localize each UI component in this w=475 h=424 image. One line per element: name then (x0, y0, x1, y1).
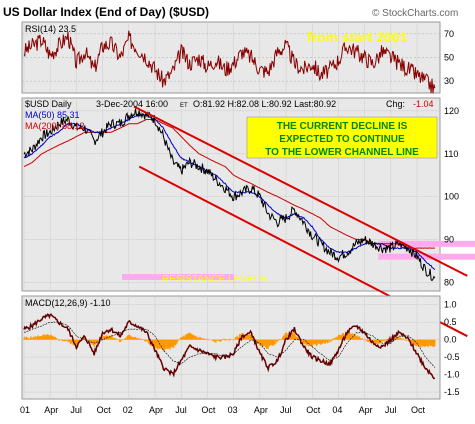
x-tick-label: Jul (70, 405, 82, 415)
x-tick-label: Oct (306, 405, 321, 415)
x-tick-label: 02 (123, 405, 133, 415)
rsi-annotation: from start 2001 (307, 29, 408, 45)
price-tick-label: 120 (444, 106, 459, 116)
channel-upper-line (133, 105, 468, 277)
rsi-tick-label: 30 (444, 76, 454, 86)
rsi-label: RSI(14) 23.5 (25, 24, 76, 34)
x-tick-label: Jul (280, 405, 292, 415)
x-tick-label: Oct (97, 405, 112, 415)
x-tick-label: Apr (44, 405, 58, 415)
price-tick-label: 100 (444, 192, 459, 202)
ma50-label: MA(50) 85.31 (25, 110, 80, 120)
rsi-gridlines (22, 22, 440, 93)
price-tick-label: 80 (444, 277, 454, 287)
note-line-3: TO THE LOWER CHANNEL LINE (265, 147, 419, 158)
price-label: $USD Daily (25, 99, 72, 109)
rsi-tick-label: 50 (444, 53, 454, 63)
price-ohlc: O:81.92 H:82.08 L:80.92 Last:80.92 (193, 99, 336, 109)
x-tick-label: Oct (201, 405, 216, 415)
rsi-tick-label: 70 (444, 29, 454, 39)
resistance-band (378, 253, 475, 260)
price-chg-label: Chg: (386, 99, 405, 109)
resistance-label: RESISTANCE LEVELS (162, 274, 266, 285)
macd-line (23, 313, 436, 380)
rsi-axis: 70 50 30 (444, 29, 454, 86)
x-tick-label: 04 (332, 405, 342, 415)
note-line-2: EXPECTED TO CONTINUE (279, 134, 405, 145)
macd-panel (21, 295, 441, 400)
copyright-text: © StockCharts.com (372, 8, 458, 19)
x-tick-label: Apr (254, 405, 268, 415)
macd-tick-label: 0.0 (444, 335, 457, 345)
x-tick-label: 01 (20, 405, 30, 415)
note-line-1: THE CURRENT DECLINE IS (277, 121, 408, 132)
price-gridlines (22, 98, 440, 291)
x-tick-label: Oct (411, 405, 426, 415)
price-line (23, 108, 436, 282)
macd-tick-label: 1.0 (444, 300, 457, 310)
macd-axis: 1.0 0.5 0.0 -0.5 -1.0 -1.5 (444, 300, 460, 397)
price-tick-label: 110 (444, 149, 458, 159)
x-tick-label: Jul (175, 405, 187, 415)
ma200-label: MA(200) 88.12 (25, 121, 85, 131)
macd-label: MACD(12,26,9) -1.10 (25, 298, 111, 308)
macd-tick-label: -0.5 (444, 352, 460, 362)
x-axis: 01 Apr Jul Oct 02 Apr Jul Oct 03 Apr Jul Oct 04 Apr Ju… (20, 405, 426, 415)
x-tick-label: Apr (359, 405, 373, 415)
rsi-line (23, 30, 436, 94)
macd-tick-label: -1.0 (444, 370, 460, 380)
chart-title: US Dollar Index (End of Day) ($USD) (3, 5, 209, 19)
resistance-bands (378, 240, 475, 260)
price-chg-value: -1.04 (413, 99, 434, 109)
price-date: 3-Dec-2004 16:00 (96, 99, 168, 109)
price-et: ET (180, 103, 188, 109)
price-tick-label: 90 (444, 235, 454, 245)
price-axis: 120 110 100 90 80 (444, 106, 459, 287)
macd-tick-label: -1.5 (444, 387, 460, 397)
x-tick-label: Jul (385, 405, 397, 415)
note-box: THE CURRENT DECLINE IS EXPECTED TO CONTI… (246, 116, 438, 159)
resistance-band-earlier (122, 274, 234, 280)
resistance-band (378, 240, 475, 247)
x-tick-label: 03 (228, 405, 238, 415)
macd-tick-label: 0.5 (444, 317, 457, 327)
x-tick-label: Apr (149, 405, 163, 415)
